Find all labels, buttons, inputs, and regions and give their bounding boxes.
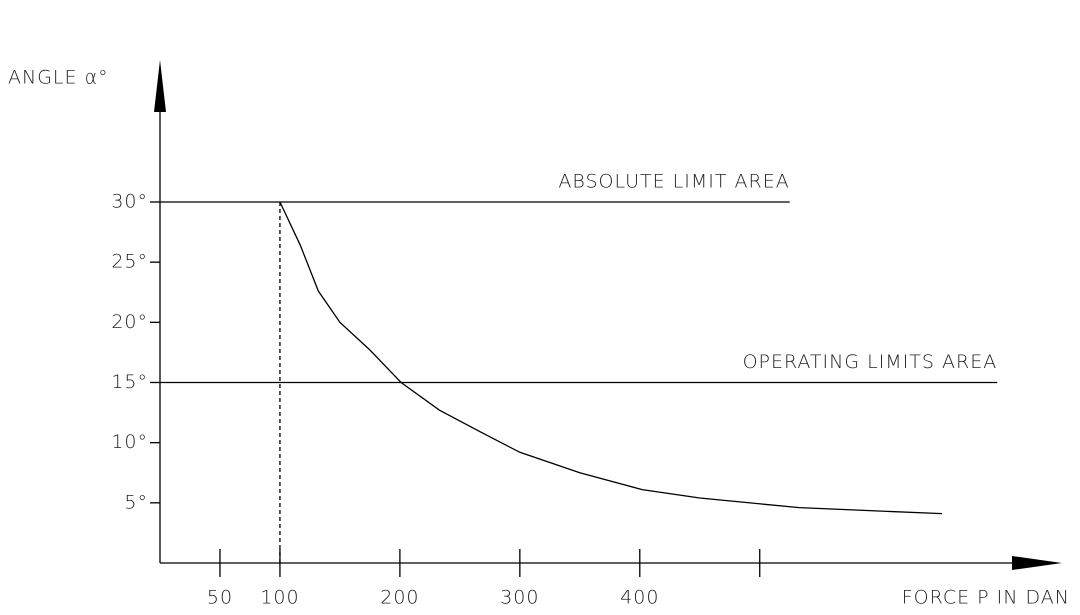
y-tick-label: 30° xyxy=(111,190,148,212)
reference-label: OPERATING LIMITS AREA xyxy=(743,351,998,373)
y-tick-label: 15° xyxy=(111,371,148,393)
y-tick-label: 20° xyxy=(111,311,148,333)
curve xyxy=(279,201,943,515)
x-tick-label: 400 xyxy=(620,587,659,609)
x-axis-arrow xyxy=(1012,556,1062,570)
y-tick-label: 25° xyxy=(111,251,148,273)
x-tick-label: 50 xyxy=(207,587,233,609)
reference-label: ABSOLUTE LIMIT AREA xyxy=(558,170,789,192)
y-axis-label: ANGLE α° xyxy=(8,67,109,89)
x-axis-label: FORCE P IN DAN xyxy=(902,587,1070,609)
x-tick-label: 200 xyxy=(380,587,419,609)
x-tick-label: 100 xyxy=(260,587,299,609)
y-axis-arrow xyxy=(154,60,166,112)
y-tick-label: 10° xyxy=(111,431,148,453)
x-tick-label: 300 xyxy=(500,587,539,609)
y-tick-label: 5° xyxy=(124,491,148,513)
